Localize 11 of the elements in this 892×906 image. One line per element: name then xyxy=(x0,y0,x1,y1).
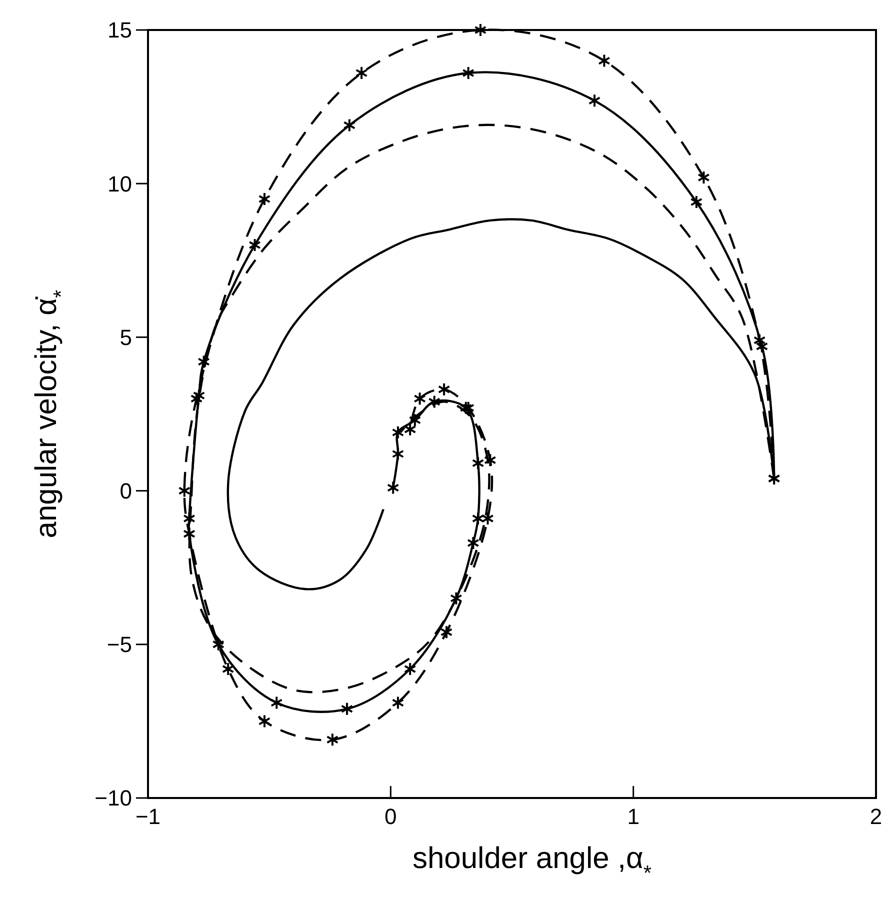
x-tick-label: 0 xyxy=(384,804,397,829)
y-tick-label: −5 xyxy=(106,632,132,658)
y-tick-label: 15 xyxy=(108,18,132,43)
y-tick-label: −10 xyxy=(94,786,132,811)
x-tick-label: −1 xyxy=(135,804,161,829)
x-tick-label: 1 xyxy=(627,804,640,829)
y-tick-label: 10 xyxy=(108,171,132,196)
x-tick-label: 2 xyxy=(870,804,882,829)
y-tick-label: 5 xyxy=(120,324,132,350)
y-tick-label: 0 xyxy=(120,478,132,504)
x-axis-title: shoulder angle ,α$_{*}$ xyxy=(412,842,652,884)
